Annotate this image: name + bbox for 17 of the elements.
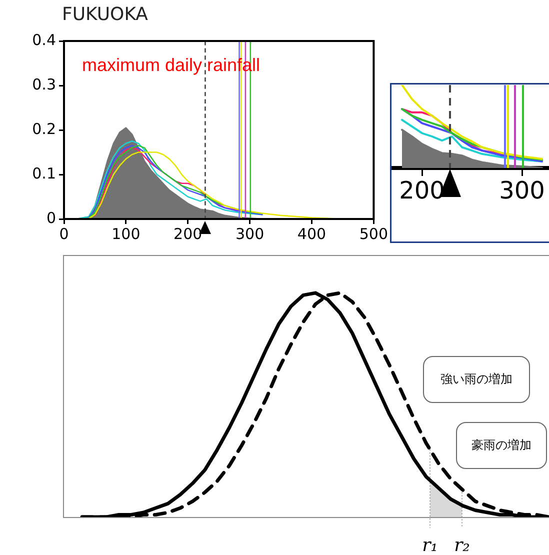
text: r₁ bbox=[421, 535, 439, 555]
text: r₂ bbox=[453, 535, 471, 555]
callout-box: 強い雨の増加 bbox=[423, 356, 530, 403]
x-tick-label: 0 bbox=[59, 224, 69, 243]
x-tick-label: 500 bbox=[359, 224, 388, 243]
y-tick-label: 0.2 bbox=[32, 120, 56, 138]
x-tick-label: 300 bbox=[235, 224, 264, 243]
y-tick-label: 0.3 bbox=[32, 75, 56, 94]
x-tick-label: 200 bbox=[174, 224, 202, 243]
y-tick-label: 0.4 bbox=[32, 30, 56, 49]
y-tick-label: 0.1 bbox=[32, 164, 56, 182]
x-tick-label: 100 bbox=[112, 224, 140, 243]
callout-box: 豪雨の増加 bbox=[456, 422, 547, 469]
x-tick-label: 400 bbox=[297, 224, 326, 243]
x-tick-label: 300 bbox=[499, 176, 545, 205]
chart-title: FUKUOKA bbox=[62, 4, 148, 25]
y-tick-label: 0 bbox=[46, 208, 56, 227]
